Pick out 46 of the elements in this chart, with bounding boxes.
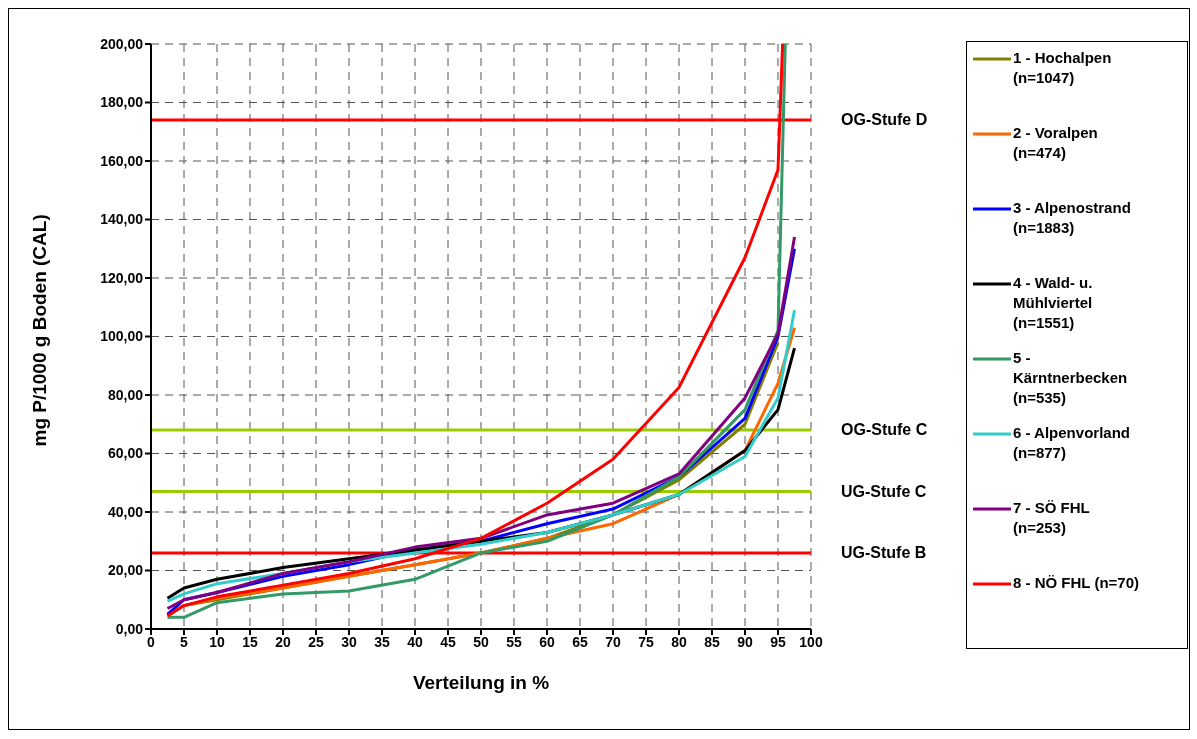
x-tick-label: 20 <box>275 633 291 650</box>
ref-line-label: UG-Stufe C <box>841 482 927 500</box>
ref-line-label: UG-Stufe B <box>841 543 927 561</box>
x-tick-label: 30 <box>341 633 357 650</box>
y-tick-label: 100,00 <box>100 328 144 345</box>
legend-label: 7 - SÖ FHL (n=253) <box>1013 498 1091 538</box>
y-tick-label: 200,00 <box>100 35 144 52</box>
x-tick-label: 75 <box>638 633 654 650</box>
legend-label: 5 - Kärntnerbecken (n=535) <box>1013 348 1129 408</box>
x-tick-label: 10 <box>209 633 225 650</box>
y-tick-label: 140,00 <box>100 211 144 228</box>
y-tick-label: 60,00 <box>107 445 144 462</box>
x-tick-label: 45 <box>440 633 456 650</box>
y-tick-label: 0,00 <box>115 620 144 637</box>
x-tick-label: 85 <box>704 633 720 650</box>
legend-label: 1 - Hochalpen (n=1047) <box>1013 48 1113 88</box>
legend-label: 3 - Alpenostrand (n=1883) <box>1013 198 1132 238</box>
x-tick-label: 95 <box>770 633 786 650</box>
x-tick-label: 100 <box>799 633 823 650</box>
legend-label: 2 - Voralpen (n=474) <box>1013 123 1099 163</box>
x-tick-label: 40 <box>407 633 423 650</box>
ref-line-label: OG-Stufe C <box>841 421 928 439</box>
x-tick-label: 70 <box>605 633 621 650</box>
y-tick-label: 120,00 <box>100 269 144 286</box>
y-axis-title: mg P/1000 g Boden (CAL) <box>28 214 50 447</box>
legend-label: 4 - Wald- u. Mühlviertel (n=1551) <box>1013 273 1094 333</box>
y-tick-label: 80,00 <box>107 386 144 403</box>
x-tick-label: 35 <box>374 633 390 650</box>
x-tick-label: 60 <box>539 633 555 650</box>
x-tick-label: 25 <box>308 633 324 650</box>
y-tick-label: 180,00 <box>100 94 144 111</box>
x-tick-label: 80 <box>671 633 687 650</box>
x-tick-label: 0 <box>147 633 156 650</box>
x-tick-label: 5 <box>180 633 189 650</box>
x-tick-label: 50 <box>473 633 489 650</box>
x-tick-label: 55 <box>506 633 522 650</box>
y-tick-label: 40,00 <box>107 503 144 520</box>
y-tick-label: 160,00 <box>100 152 144 169</box>
x-axis-title: Verteilung in % <box>412 672 550 693</box>
legend-label: 8 - NÖ FHL (n=70) <box>1013 573 1140 593</box>
legend-label: 6 - Alpenvorland (n=877) <box>1013 423 1131 463</box>
y-tick-label: 20,00 <box>107 562 144 579</box>
x-tick-label: 90 <box>737 633 753 650</box>
ref-line-label: OG-Stufe D <box>841 111 928 129</box>
x-tick-label: 15 <box>242 633 258 650</box>
x-tick-label: 65 <box>572 633 588 650</box>
